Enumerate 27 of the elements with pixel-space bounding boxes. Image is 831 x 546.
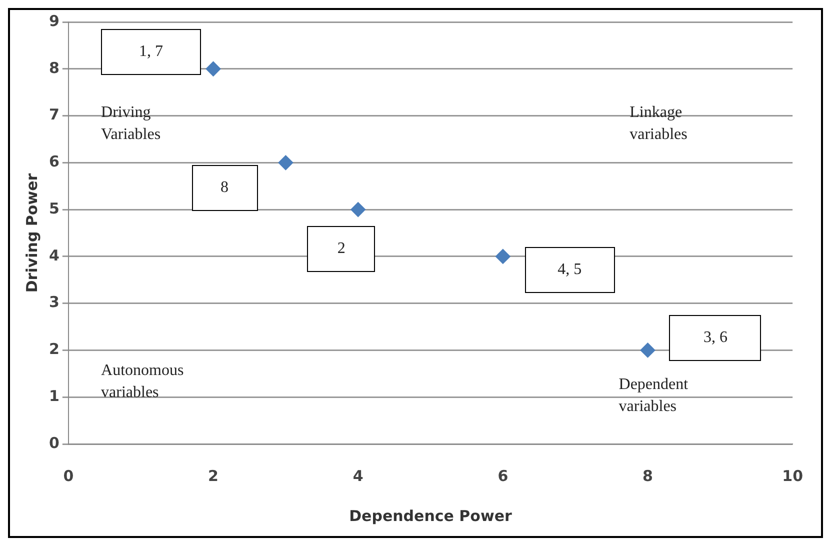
annotation: Autonomous variables: [101, 360, 185, 403]
y-tick-label: 5: [49, 199, 60, 218]
y-tick-label: 3: [49, 293, 60, 312]
y-tick-label: 6: [49, 152, 60, 171]
x-tick-label: 8: [642, 466, 653, 485]
y-tick-label: 7: [49, 106, 60, 124]
y-tick-label: 1: [49, 387, 60, 405]
point: [206, 61, 221, 76]
x-tick-label: 4: [352, 466, 364, 485]
x-tick-label: 6: [498, 466, 508, 485]
x-tick-label: 2: [208, 466, 218, 485]
annotation: Dependent variables: [618, 374, 690, 417]
point: [350, 202, 366, 218]
x-tick-label: 0: [63, 466, 74, 485]
point: [640, 342, 656, 358]
annotation: Driving Variables: [101, 102, 162, 145]
x-tick-label: 10: [782, 466, 803, 485]
annotation: Linkage variables: [630, 102, 688, 145]
y-tick-label: 0: [49, 434, 60, 452]
y-tick-label: 2: [49, 340, 60, 358]
y-tick-label: 9: [49, 12, 60, 30]
point: [495, 248, 510, 264]
point: [278, 155, 294, 170]
y-tick-label: 8: [49, 58, 60, 77]
y-tick-label: 4: [49, 246, 60, 264]
x-axis-title: Dependence Power: [349, 506, 513, 525]
y-axis-title: Driving Power: [22, 172, 41, 293]
